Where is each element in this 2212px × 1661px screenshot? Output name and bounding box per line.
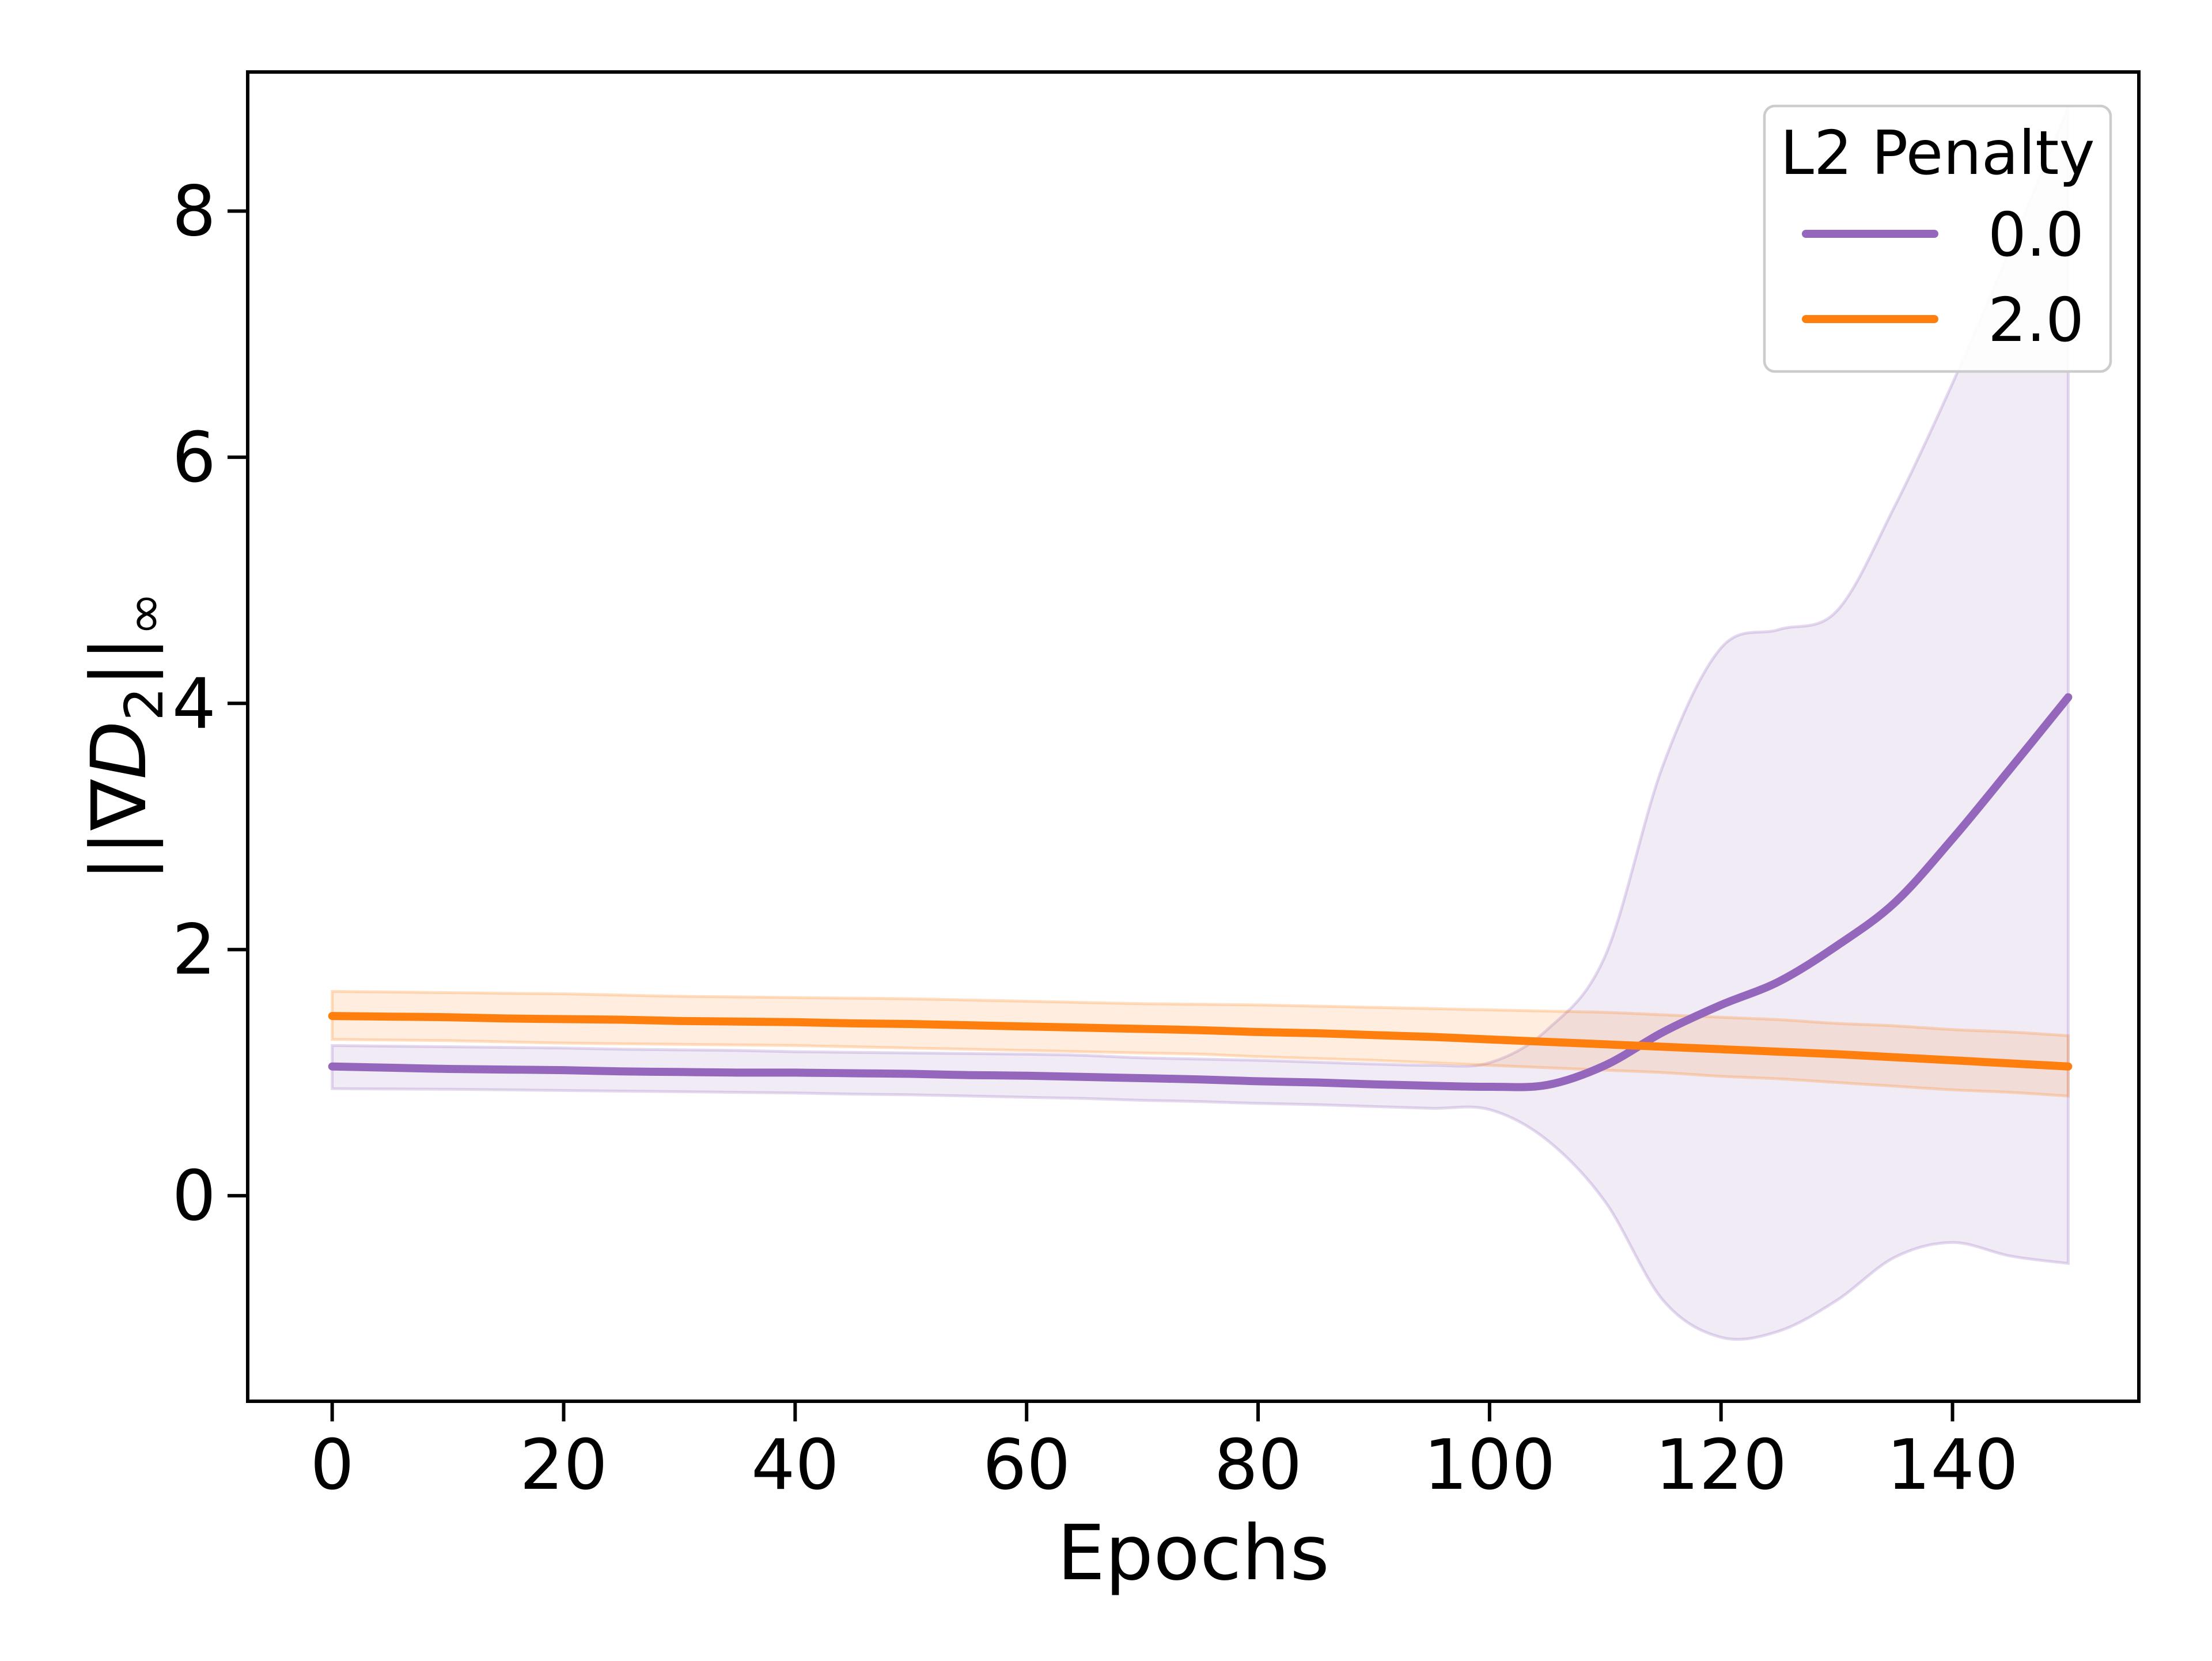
y-axis-label: ||∇D2​||∞​ <box>75 591 175 881</box>
series-line-0.0 <box>328 693 2073 1091</box>
plot-border <box>246 70 2141 1403</box>
x-tick-label: 20 <box>520 1425 608 1505</box>
legend-title: L2 Penalty <box>1780 118 2094 188</box>
x-tick-label: 140 <box>1887 1425 2018 1505</box>
x-tick-label: 40 <box>751 1425 839 1505</box>
y-tick-label: 8 <box>172 172 216 252</box>
y-tick-label: 0 <box>172 1156 216 1237</box>
x-tick-label: 0 <box>310 1425 354 1505</box>
confidence-band-2.0 <box>331 989 2070 1098</box>
y-tick-label: 4 <box>172 664 216 744</box>
legend-entry-label: 2.0 <box>1988 285 2084 355</box>
legend-entry-label: 0.0 <box>1988 200 2084 270</box>
x-tick-label: 100 <box>1423 1425 1555 1505</box>
x-tick-label: 80 <box>1214 1425 1302 1505</box>
series-line-2.0 <box>328 1012 2073 1071</box>
y-tick-label: 2 <box>172 911 216 991</box>
y-tick-label: 6 <box>172 418 216 498</box>
x-axis-label: Epochs <box>1057 1509 1330 1598</box>
legend-box <box>1763 104 2112 373</box>
x-tick-label: 120 <box>1655 1425 1787 1505</box>
x-tick-label: 60 <box>983 1425 1071 1505</box>
